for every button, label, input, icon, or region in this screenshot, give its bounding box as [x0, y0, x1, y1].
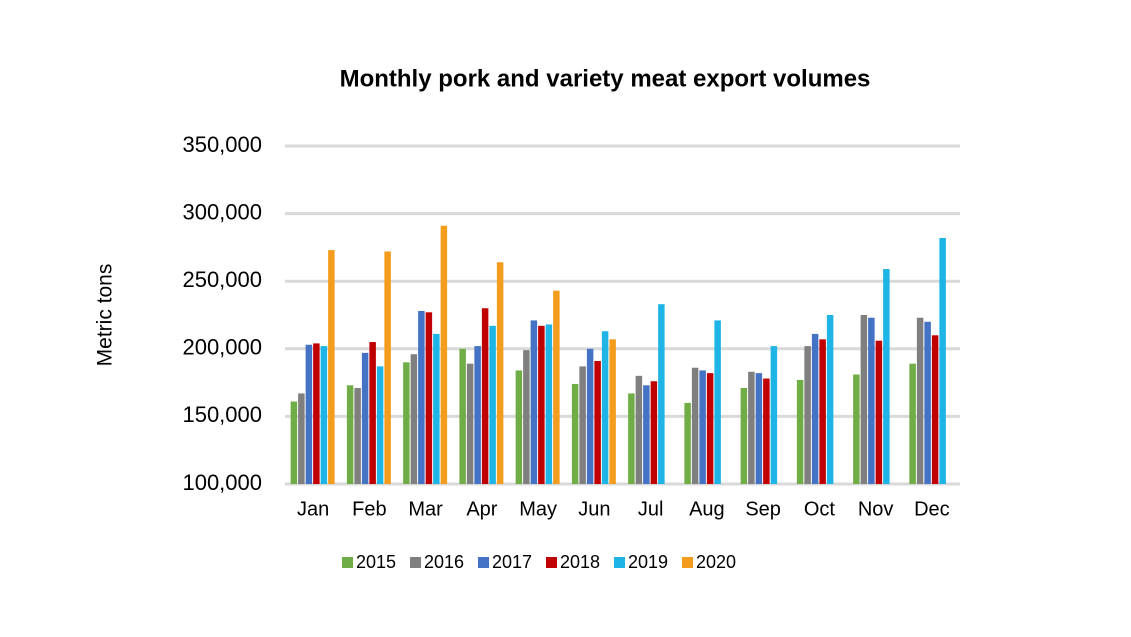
bar: [691, 367, 699, 484]
bar: [684, 402, 691, 484]
bar: [811, 333, 819, 484]
bar: [433, 333, 440, 484]
legend-swatch: [342, 557, 353, 568]
legend-label: 2016: [424, 552, 464, 572]
bar: [313, 343, 320, 484]
bar: [384, 251, 391, 484]
bar: [346, 385, 354, 484]
bar: [770, 346, 778, 484]
bar: [530, 320, 538, 484]
x-tick-label: Feb: [352, 498, 386, 520]
legend-label: 2017: [492, 552, 532, 572]
x-tick-label: Mar: [408, 498, 443, 520]
bar: [826, 315, 834, 484]
bar: [643, 385, 650, 484]
bar: [609, 339, 616, 484]
x-tick-label: Nov: [858, 498, 894, 520]
bar: [369, 342, 376, 484]
x-tick-label: Jun: [578, 498, 610, 520]
bar: [305, 344, 313, 484]
bar: [418, 310, 425, 484]
bar: [545, 324, 553, 484]
bar: [748, 371, 755, 484]
x-tick-label: May: [519, 498, 557, 520]
bar: [909, 363, 916, 484]
bar: [931, 335, 939, 484]
chart-title: Monthly pork and variety meat export vol…: [340, 65, 871, 92]
legend-label: 2019: [628, 552, 668, 572]
y-tick-label: 200,000: [182, 335, 262, 360]
bar: [763, 378, 770, 484]
bar: [706, 373, 714, 484]
x-tick-label: Sep: [745, 498, 781, 520]
bar: [594, 360, 601, 484]
x-tick-label: Dec: [914, 498, 950, 520]
bar: [459, 348, 466, 484]
legend-swatch: [614, 557, 625, 568]
legend-swatch: [682, 557, 693, 568]
legend-swatch: [478, 557, 489, 568]
bar: [579, 366, 586, 484]
bar: [553, 290, 560, 484]
bar: [376, 366, 384, 484]
bar: [290, 401, 298, 484]
bar: [635, 375, 643, 484]
x-tick-label: Jul: [638, 498, 664, 520]
bar: [586, 348, 594, 484]
x-tick-label: Apr: [466, 498, 497, 520]
bar: [755, 373, 763, 484]
bar: [328, 250, 335, 484]
y-tick-label: 150,000: [182, 402, 262, 427]
bar: [860, 315, 868, 484]
bar: [796, 379, 804, 484]
y-tick-label: 100,000: [182, 470, 262, 495]
bar: [883, 269, 890, 484]
bar: [523, 350, 530, 484]
bar: [740, 388, 748, 484]
y-axis-label: Metric tons: [94, 264, 117, 367]
bar: [515, 370, 523, 484]
y-tick-label: 250,000: [182, 267, 262, 292]
bar: [361, 352, 369, 484]
bar: [875, 340, 883, 484]
bar: [868, 317, 875, 484]
legend-label: 2018: [560, 552, 600, 572]
legend-label: 2015: [356, 552, 396, 572]
bar: [601, 331, 609, 484]
bar: [466, 363, 474, 484]
bar: [916, 317, 924, 484]
x-tick-label: Jan: [297, 498, 329, 520]
x-tick-label: Aug: [689, 498, 725, 520]
bar: [853, 374, 860, 484]
bar: [474, 346, 481, 484]
bar: [320, 346, 328, 484]
bar: [440, 225, 448, 484]
bar: [658, 304, 665, 484]
bar: [496, 262, 504, 484]
y-tick-label: 300,000: [182, 199, 262, 224]
bar: [538, 325, 545, 484]
bar: [699, 370, 706, 484]
legend-swatch: [546, 557, 557, 568]
bar: [403, 362, 410, 484]
bar: [804, 346, 811, 484]
x-tick-label: Oct: [804, 498, 836, 520]
bar: [410, 354, 418, 484]
legend-swatch: [410, 557, 421, 568]
bar: [939, 237, 946, 484]
bar: [489, 325, 496, 484]
bar: [481, 308, 489, 484]
y-tick-label: 350,000: [182, 132, 262, 157]
bar: [819, 339, 826, 484]
bar: [924, 321, 931, 484]
bar: [298, 393, 305, 484]
bar: [571, 383, 579, 484]
bar: [714, 320, 721, 484]
bar: [628, 393, 635, 484]
legend-label: 2020: [696, 552, 736, 572]
bar: [354, 388, 361, 484]
bar: [425, 312, 433, 484]
bar: [650, 381, 658, 484]
